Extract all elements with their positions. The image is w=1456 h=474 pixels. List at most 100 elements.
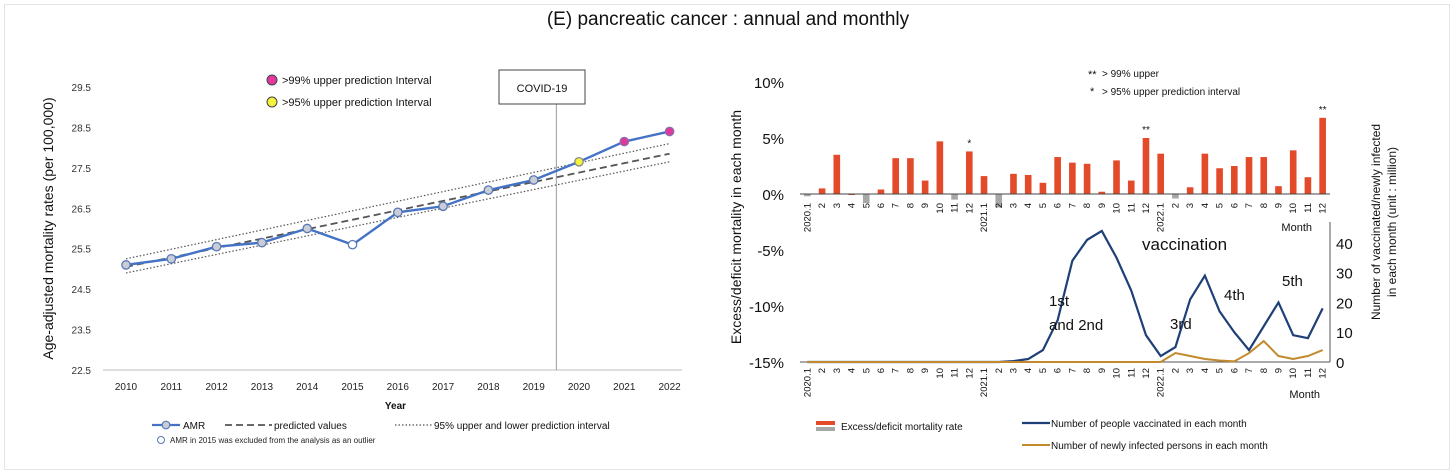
x-tick-label: 2015 <box>341 382 364 393</box>
x-axis-title: Year <box>385 401 406 412</box>
excess-bar <box>1289 150 1297 194</box>
amr-point-p99 <box>619 136 630 147</box>
upper-month-label: 2 <box>817 203 828 208</box>
legend-outlier-note: AMR in 2015 was excluded from the analys… <box>170 436 376 445</box>
excess-bar <box>1113 160 1120 194</box>
amr-point <box>121 260 131 270</box>
excess-bar <box>1098 191 1106 194</box>
y2-tick-label: 0 <box>1336 355 1344 372</box>
upper-month-label: 2022.1 <box>1156 203 1167 232</box>
y-tick-label: 22.5 <box>72 366 92 377</box>
covid-label-box <box>498 69 586 105</box>
upper-month-label: 9 <box>1097 203 1108 208</box>
y-tick-label: 28.5 <box>72 123 92 134</box>
x-tick-label: 2022 <box>658 382 681 393</box>
upper-month-label: 5 <box>1038 203 1049 208</box>
x-tick-label: 2018 <box>477 382 500 393</box>
x-tick-label: 2011 <box>161 382 183 393</box>
lower-month-label: 2 <box>1170 368 1181 373</box>
upper-month-label: 9 <box>1273 203 1284 208</box>
legend-interval-label: 95% upper and lower prediction interval <box>434 421 610 432</box>
legend-outlier-marker <box>157 436 165 444</box>
lower-month-label: 9 <box>1273 368 1284 373</box>
lower-month-label: 7 <box>891 368 902 373</box>
x-tick-label: 2016 <box>387 382 410 393</box>
lower-month-label: 8 <box>1082 368 1093 373</box>
upper-month-label: 11 <box>1126 203 1137 213</box>
annotation-vaccination: vaccination <box>1142 235 1227 254</box>
lower-month-label: 12 <box>1318 368 1329 379</box>
y2-tick-label: 40 <box>1336 236 1353 253</box>
annotation-3rd: 3rd <box>1170 316 1192 333</box>
x-tick-label: 2020 <box>568 382 591 393</box>
lower-month-label: 8 <box>1259 368 1270 373</box>
lower-month-axis-title: Month <box>1289 389 1320 401</box>
excess-bar <box>1054 157 1061 194</box>
excess-bar <box>1172 194 1179 199</box>
lower-month-label: 5 <box>1038 368 1049 373</box>
excess-bar <box>1157 153 1165 194</box>
legend-marker-p99 <box>266 74 278 86</box>
excess-bar <box>1245 157 1253 194</box>
lower-month-label: 10 <box>935 368 946 379</box>
lower-month-label: 10 <box>1288 368 1299 379</box>
excess-bar <box>1201 153 1209 194</box>
excess-bar <box>862 194 870 203</box>
legend-infected-label: Number of newly infected persons in each… <box>1051 441 1268 452</box>
excess-bar <box>1127 180 1135 194</box>
lower-month-label: 6 <box>876 368 887 373</box>
excess-bar <box>1216 168 1223 194</box>
significance-star: * <box>967 138 971 149</box>
y-tick-label: -10% <box>749 299 784 316</box>
y2-tick-label: 30 <box>1336 266 1353 283</box>
upper-month-label: 5 <box>1215 203 1226 208</box>
significance-star: ** <box>1319 105 1327 116</box>
y2-tick-label: 10 <box>1336 325 1353 342</box>
upper-month-label: 9 <box>920 203 931 208</box>
amr-point-p95 <box>574 156 584 167</box>
legend-amr-marker <box>161 420 171 430</box>
legend-vaccinated-label: Number of people vaccinated in each mont… <box>1051 419 1247 430</box>
legend-predicted-label: predicted values <box>274 421 347 432</box>
excess-bar <box>1319 117 1326 194</box>
excess-bar <box>833 154 841 194</box>
y2-tick-label: 20 <box>1336 295 1353 312</box>
upper-month-label: 7 <box>891 203 902 208</box>
lower-month-label: 2 <box>817 368 828 373</box>
excess-bar <box>1186 187 1194 194</box>
amr-point <box>528 175 539 185</box>
legend-bar-positive-swatch <box>816 421 835 425</box>
lower-month-label: 3 <box>832 368 843 373</box>
lower-month-label: 4 <box>1200 368 1211 373</box>
upper-month-label: 4 <box>1200 203 1211 208</box>
figure-title: (E) pancreatic cancer : annual and month… <box>546 9 910 30</box>
upper-month-label: 3 <box>1185 203 1196 208</box>
y-tick-label: 5% <box>762 131 784 148</box>
excess-bar <box>1304 177 1312 194</box>
lower-month-label: 9 <box>920 368 931 373</box>
star-legend-mark: * <box>1090 86 1095 98</box>
excess-bar <box>980 176 988 194</box>
upper-month-label: 10 <box>1112 203 1123 214</box>
y-tick-label: 25.5 <box>72 245 92 256</box>
upper-month-label: 4 <box>847 203 858 208</box>
x-tick-label: 2019 <box>523 382 546 393</box>
upper-month-label: 8 <box>1082 203 1093 208</box>
lower-month-label: 7 <box>1067 368 1078 373</box>
legend-label-p99: >99% upper prediction Interval <box>282 75 432 87</box>
y2-axis-title-line2: in each month (unit : million) <box>1385 147 1399 297</box>
lower-month-label: 10 <box>1112 368 1123 379</box>
y-tick-label: 23.5 <box>72 326 92 337</box>
x-tick-label: 2013 <box>251 382 274 393</box>
amr-point <box>257 237 267 248</box>
x-tick-label: 2010 <box>115 382 138 393</box>
upper-month-label: 2 <box>994 203 1005 208</box>
excess-bar <box>907 158 914 194</box>
lower-month-label: 11 <box>1126 368 1137 378</box>
excess-bar <box>877 189 885 194</box>
excess-bar <box>1275 186 1282 194</box>
upper-month-label: 7 <box>1067 203 1078 208</box>
y-tick-label: 10% <box>754 75 784 92</box>
lower-month-label: 12 <box>964 368 975 379</box>
